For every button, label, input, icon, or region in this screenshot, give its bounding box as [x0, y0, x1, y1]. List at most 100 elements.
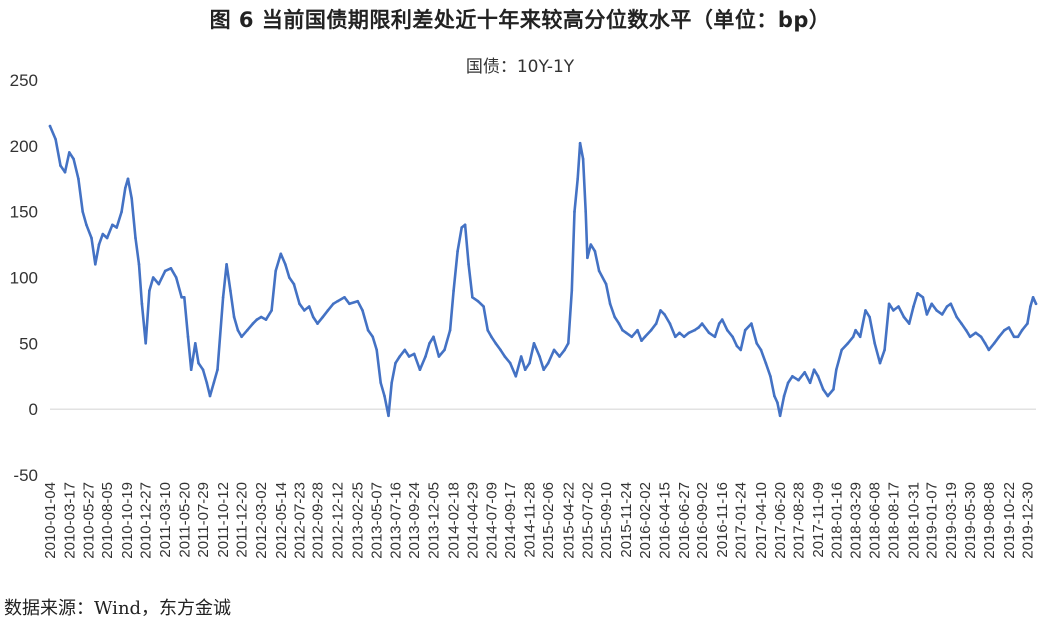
x-tick-label: 2017-04-10: [753, 482, 770, 559]
data-point: [759, 348, 763, 352]
data-point: [532, 342, 536, 345]
data-point: [460, 226, 464, 229]
data-point: [514, 375, 518, 378]
data-point: [883, 348, 886, 352]
data-point: [593, 249, 597, 253]
data-point: [803, 371, 806, 374]
data-point: [137, 263, 141, 266]
data-point: [174, 276, 178, 279]
data-point: [284, 263, 287, 266]
data-point: [581, 157, 585, 161]
data-point: [949, 302, 953, 306]
data-point: [443, 348, 446, 352]
x-tick-label: 2014-07-09: [483, 482, 500, 559]
data-point: [668, 322, 672, 325]
data-point: [343, 296, 346, 299]
data-point: [755, 342, 758, 345]
data-point: [371, 335, 375, 339]
data-point: [878, 361, 882, 365]
data-point: [812, 368, 816, 372]
data-point: [292, 282, 296, 286]
data-point: [786, 381, 790, 385]
x-tick-label: 2017-11-09: [810, 482, 827, 558]
data-point: [743, 328, 747, 332]
data-point: [697, 326, 700, 329]
data-point: [854, 328, 857, 332]
x-tick-label: 2019-03-19: [943, 482, 960, 559]
chart-subtitle: 国债：10Y-1Y: [465, 57, 575, 77]
data-point: [194, 342, 197, 345]
data-point: [617, 322, 621, 325]
data-point: [101, 232, 105, 236]
x-tick-label: 2016-02-02: [637, 482, 654, 559]
data-point: [528, 361, 531, 365]
data-point: [921, 296, 925, 299]
x-tick-label: 2015-02-06: [540, 482, 557, 559]
data-point: [407, 355, 411, 358]
data-point: [840, 348, 843, 352]
y-tick-label: 250: [10, 71, 38, 90]
x-tick-label: 2013-02-25: [350, 482, 367, 559]
data-point: [846, 342, 850, 345]
data-point: [115, 226, 118, 229]
data-point: [567, 342, 570, 345]
data-point: [251, 322, 255, 325]
data-point: [873, 342, 876, 345]
data-point: [208, 394, 212, 398]
data-point: [68, 151, 71, 154]
data-point: [77, 177, 80, 181]
data-point: [418, 368, 422, 372]
data-point: [826, 394, 830, 398]
data-point: [968, 335, 972, 339]
y-axis: -50 0 50 100 150 200 250: [10, 71, 38, 485]
data-point: [1007, 326, 1011, 329]
data-point: [307, 305, 311, 308]
data-point: [519, 355, 523, 358]
data-point: [584, 210, 587, 213]
x-tick-label: 2016-04-15: [657, 482, 674, 559]
data-point: [270, 309, 273, 312]
data-point: [476, 299, 480, 303]
y-tick-label: 200: [10, 137, 38, 156]
data-point: [897, 305, 900, 308]
x-tick-label: 2012-03-02: [253, 482, 270, 559]
data-point: [578, 141, 582, 145]
x-tick-label: 2014-04-29: [464, 482, 481, 559]
data-point: [463, 223, 467, 227]
data-point: [674, 335, 677, 339]
data-point: [782, 394, 786, 398]
data-point: [887, 302, 891, 306]
data-point: [163, 269, 167, 273]
data-point: [298, 302, 301, 306]
data-point: [186, 335, 190, 339]
x-tick-label: 2010-01-04: [42, 482, 59, 559]
data-point: [589, 243, 593, 246]
data-point: [232, 315, 236, 319]
data-point: [570, 289, 574, 293]
data-point: [987, 348, 991, 352]
data-point: [63, 170, 67, 174]
x-tick-label: 2017-06-20: [772, 482, 789, 559]
data-point: [361, 309, 364, 312]
x-tick-label: 2017-01-24: [733, 482, 750, 559]
data-point: [90, 236, 93, 240]
data-point: [797, 378, 800, 382]
x-tick-label: 2011-10-12: [215, 482, 232, 558]
data-point: [707, 331, 711, 335]
x-tick-label: 2015-04-22: [560, 482, 577, 559]
x-tick-label: 2015-07-02: [579, 482, 596, 559]
data-point: [105, 236, 109, 240]
data-point: [336, 299, 339, 303]
x-tick-label: 2013-09-24: [406, 482, 423, 559]
data-point: [456, 249, 459, 253]
data-point: [494, 342, 498, 345]
data-point: [717, 322, 721, 325]
source-note: 数据来源：Wind，东方金诚: [4, 598, 232, 619]
data-point: [997, 335, 1001, 339]
data-point: [205, 381, 209, 385]
data-point: [916, 292, 919, 295]
data-point: [542, 368, 545, 372]
data-point: [573, 210, 576, 213]
data-point: [151, 276, 155, 279]
x-tick-label: 2018-03-29: [848, 482, 865, 559]
